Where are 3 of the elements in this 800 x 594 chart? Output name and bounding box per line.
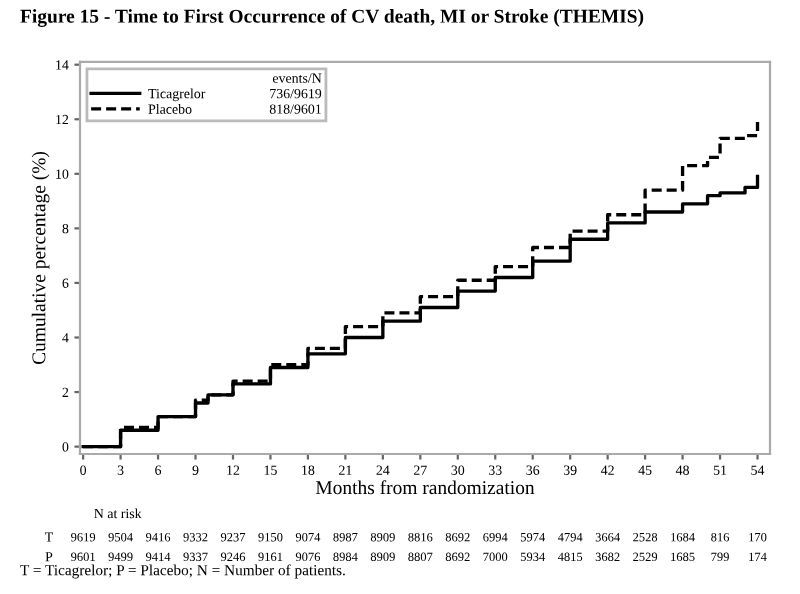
chart-title: Figure 15 - Time to First Occurrence of CV death, MI or Stroke (THEMIS) <box>20 8 644 27</box>
y-axis-title: Cumulative percentage (%) <box>31 151 50 365</box>
x-axis-title: Months from randomization <box>315 480 535 495</box>
